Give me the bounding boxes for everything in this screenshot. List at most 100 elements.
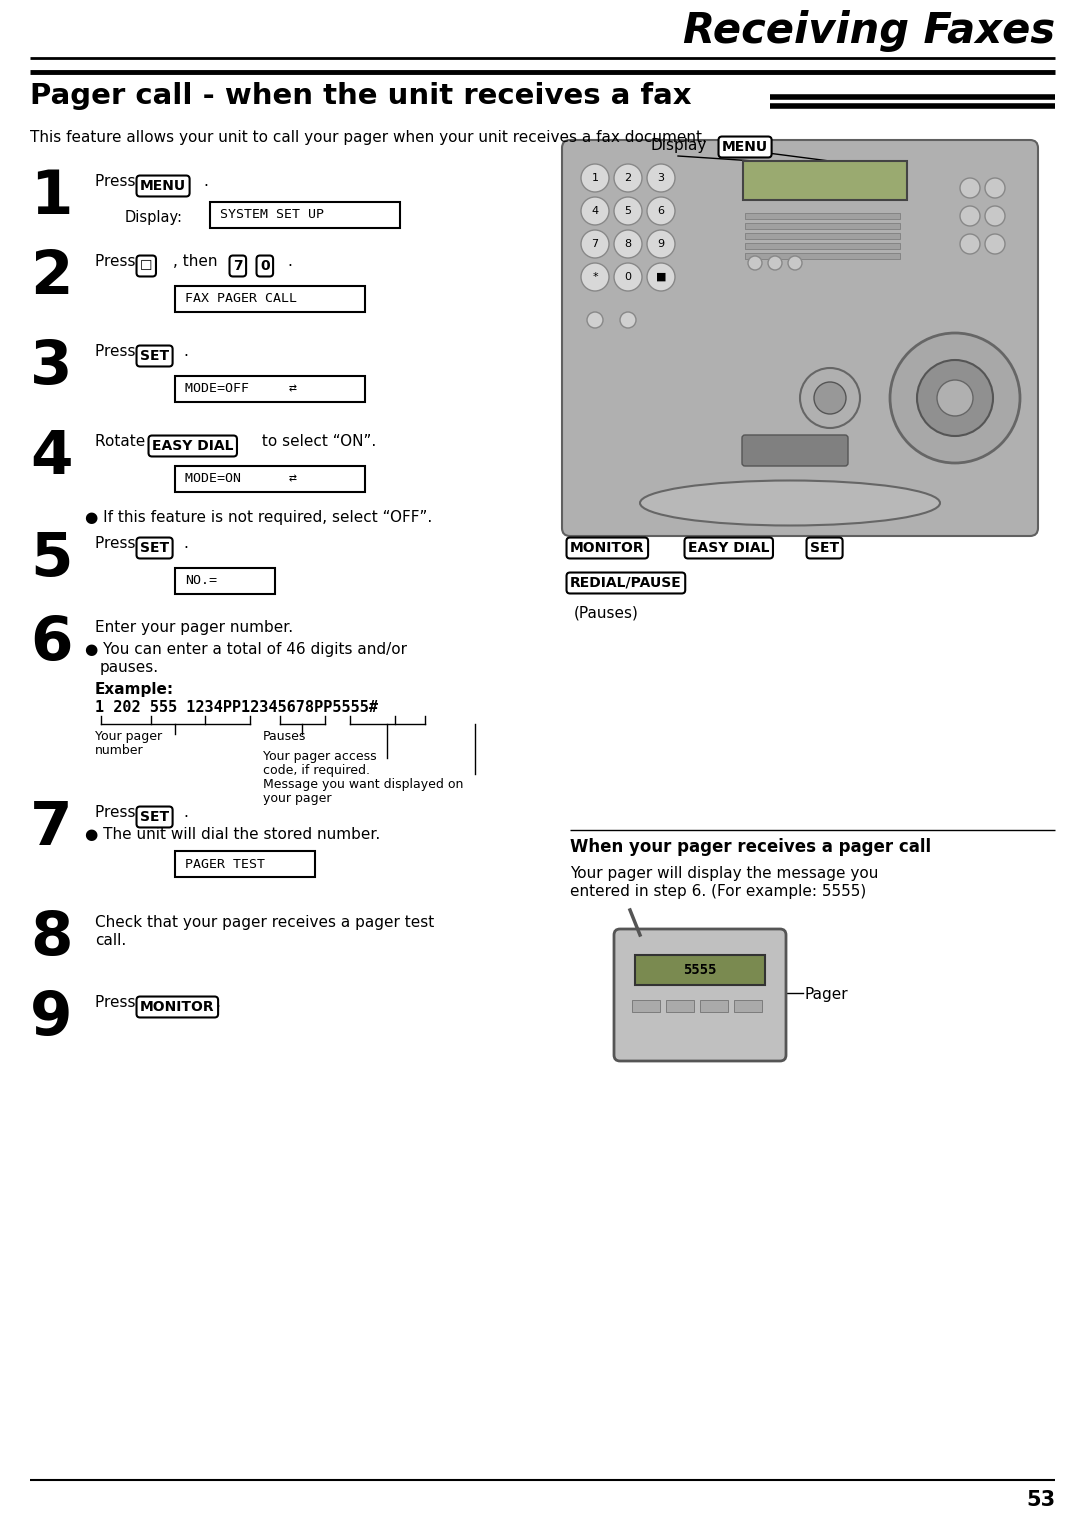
Circle shape bbox=[800, 368, 860, 427]
Circle shape bbox=[615, 163, 642, 192]
Text: SYSTEM SET UP: SYSTEM SET UP bbox=[220, 209, 324, 221]
Text: REDIAL/PAUSE: REDIAL/PAUSE bbox=[570, 575, 681, 591]
Text: MONITOR: MONITOR bbox=[140, 1000, 215, 1013]
Circle shape bbox=[960, 179, 980, 198]
Text: EASY DIAL: EASY DIAL bbox=[152, 439, 233, 453]
Circle shape bbox=[647, 197, 675, 224]
Circle shape bbox=[588, 311, 603, 328]
Text: 8: 8 bbox=[30, 909, 72, 967]
Text: .: . bbox=[183, 536, 188, 551]
Text: 5: 5 bbox=[624, 206, 632, 217]
Text: 3: 3 bbox=[30, 337, 72, 397]
Text: EASY DIAL: EASY DIAL bbox=[688, 542, 769, 555]
Text: ☐: ☐ bbox=[140, 259, 152, 273]
Text: Your pager access: Your pager access bbox=[264, 749, 377, 763]
Text: Press: Press bbox=[95, 995, 140, 1010]
Circle shape bbox=[960, 233, 980, 253]
Bar bbox=[666, 1000, 694, 1012]
Text: Your pager: Your pager bbox=[95, 729, 162, 743]
Bar bbox=[632, 1000, 660, 1012]
Text: Press: Press bbox=[95, 343, 140, 359]
Text: MODE=OFF     ⇄: MODE=OFF ⇄ bbox=[185, 383, 297, 395]
Text: Enter your pager number.: Enter your pager number. bbox=[95, 620, 293, 635]
Text: Your pager will display the message you: Your pager will display the message you bbox=[570, 865, 878, 881]
Text: SET: SET bbox=[140, 542, 170, 555]
Bar bbox=[745, 214, 900, 220]
Text: code, if required.: code, if required. bbox=[264, 765, 370, 777]
Text: Press: Press bbox=[95, 174, 140, 189]
Text: 4: 4 bbox=[30, 427, 72, 487]
Circle shape bbox=[620, 311, 636, 328]
Circle shape bbox=[647, 230, 675, 258]
Text: .: . bbox=[287, 253, 292, 269]
Text: .: . bbox=[203, 174, 207, 189]
Text: 1: 1 bbox=[592, 172, 598, 183]
Circle shape bbox=[647, 262, 675, 291]
Text: 3: 3 bbox=[658, 172, 664, 183]
Bar bbox=[175, 465, 365, 491]
Circle shape bbox=[917, 360, 993, 436]
Circle shape bbox=[814, 382, 846, 414]
Text: When your pager receives a pager call: When your pager receives a pager call bbox=[570, 838, 931, 856]
Bar bbox=[700, 1000, 728, 1012]
Text: call.: call. bbox=[95, 932, 126, 948]
Text: 7: 7 bbox=[592, 240, 598, 249]
Bar bbox=[745, 223, 900, 229]
Bar bbox=[175, 568, 275, 594]
Text: .: . bbox=[183, 343, 188, 359]
Bar bbox=[745, 233, 900, 240]
Text: to select “ON”.: to select “ON”. bbox=[257, 433, 376, 449]
Text: Pauses: Pauses bbox=[264, 729, 307, 743]
Text: Receiving Faxes: Receiving Faxes bbox=[683, 11, 1055, 52]
Text: number: number bbox=[95, 745, 144, 757]
Circle shape bbox=[768, 256, 782, 270]
Text: , then: , then bbox=[173, 253, 222, 269]
Bar bbox=[635, 955, 765, 984]
Text: your pager: your pager bbox=[264, 792, 332, 806]
Text: 5: 5 bbox=[30, 530, 72, 589]
Text: NO.=: NO.= bbox=[185, 574, 217, 588]
Text: 7: 7 bbox=[30, 800, 72, 858]
Circle shape bbox=[647, 163, 675, 192]
Text: 2: 2 bbox=[624, 172, 632, 183]
Text: 8: 8 bbox=[624, 240, 632, 249]
Circle shape bbox=[788, 256, 802, 270]
Text: Display:: Display: bbox=[125, 211, 183, 224]
Ellipse shape bbox=[640, 481, 940, 525]
Circle shape bbox=[985, 179, 1005, 198]
Bar bbox=[745, 243, 900, 249]
Circle shape bbox=[748, 256, 762, 270]
Text: 53: 53 bbox=[1026, 1489, 1055, 1511]
Text: ● You can enter a total of 46 digits and/or: ● You can enter a total of 46 digits and… bbox=[85, 642, 407, 658]
Text: 7: 7 bbox=[233, 259, 243, 273]
Text: .: . bbox=[183, 806, 188, 819]
Text: ● The unit will dial the stored number.: ● The unit will dial the stored number. bbox=[85, 827, 380, 842]
Text: pauses.: pauses. bbox=[100, 661, 159, 674]
FancyBboxPatch shape bbox=[743, 162, 907, 200]
Text: Check that your pager receives a pager test: Check that your pager receives a pager t… bbox=[95, 916, 434, 929]
Bar bbox=[745, 253, 900, 259]
Text: Pager call - when the unit receives a fax: Pager call - when the unit receives a fa… bbox=[30, 82, 691, 110]
Text: Press: Press bbox=[95, 806, 140, 819]
Bar bbox=[210, 201, 400, 227]
Text: .: . bbox=[215, 995, 220, 1010]
Text: 1 202 555 1234PP12345678PP5555#: 1 202 555 1234PP12345678PP5555# bbox=[95, 700, 378, 716]
Text: ■: ■ bbox=[656, 272, 666, 282]
Bar bbox=[175, 852, 315, 877]
Circle shape bbox=[615, 262, 642, 291]
Text: SET: SET bbox=[140, 349, 170, 363]
Circle shape bbox=[581, 230, 609, 258]
Text: 6: 6 bbox=[30, 613, 72, 673]
Text: 6: 6 bbox=[658, 206, 664, 217]
Text: 9: 9 bbox=[30, 989, 72, 1048]
Text: MODE=ON      ⇄: MODE=ON ⇄ bbox=[185, 473, 297, 485]
Text: Example:: Example: bbox=[95, 682, 174, 697]
Text: MENU: MENU bbox=[140, 179, 186, 192]
Text: Press: Press bbox=[95, 253, 140, 269]
Bar bbox=[175, 285, 365, 311]
Circle shape bbox=[615, 197, 642, 224]
Text: 1: 1 bbox=[30, 168, 72, 227]
Circle shape bbox=[985, 206, 1005, 226]
Text: *: * bbox=[592, 272, 598, 282]
FancyBboxPatch shape bbox=[562, 140, 1038, 536]
